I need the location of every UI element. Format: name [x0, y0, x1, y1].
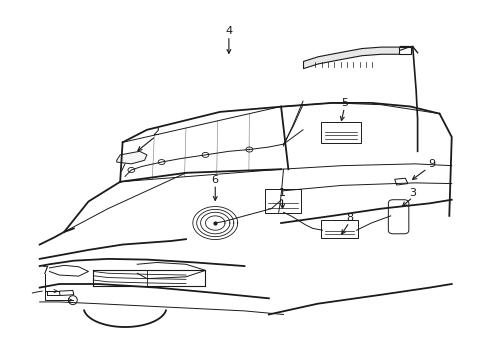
Ellipse shape	[68, 296, 77, 305]
Polygon shape	[117, 151, 147, 164]
Text: 1: 1	[279, 188, 285, 198]
Text: 8: 8	[345, 213, 352, 222]
Text: 3: 3	[408, 188, 415, 198]
FancyBboxPatch shape	[387, 200, 408, 234]
Text: 4: 4	[225, 26, 232, 36]
Text: 7: 7	[41, 266, 48, 276]
FancyBboxPatch shape	[321, 220, 357, 238]
Text: 2: 2	[152, 127, 159, 136]
Text: 9: 9	[428, 159, 435, 169]
Polygon shape	[59, 291, 74, 296]
FancyBboxPatch shape	[398, 46, 410, 54]
FancyBboxPatch shape	[321, 122, 360, 143]
Text: 5: 5	[340, 98, 347, 108]
Text: 6: 6	[211, 175, 218, 185]
FancyBboxPatch shape	[264, 189, 301, 213]
Polygon shape	[394, 178, 407, 185]
